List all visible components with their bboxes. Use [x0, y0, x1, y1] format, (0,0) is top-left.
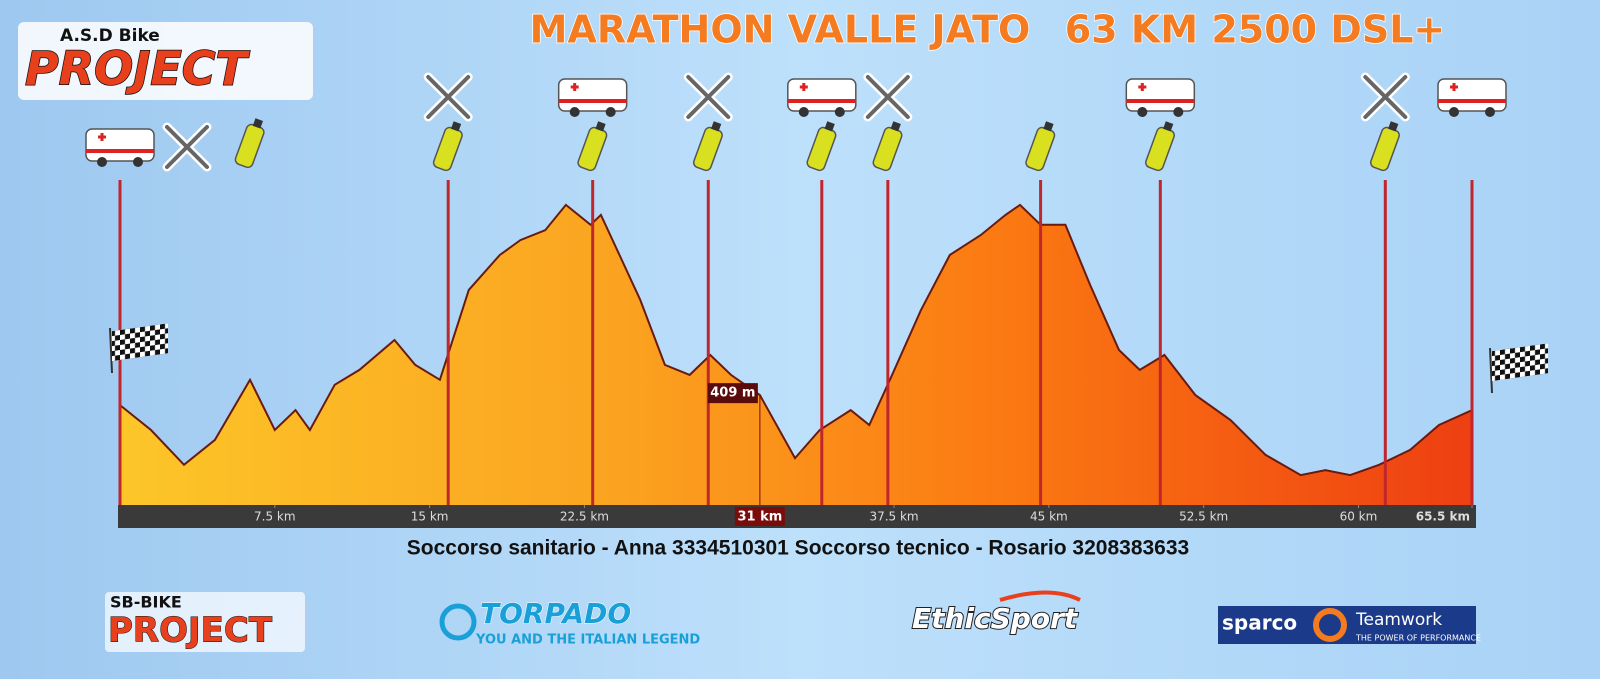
x-axis-strip	[118, 505, 1476, 528]
elevation-line	[119, 203, 1473, 477]
bottle-cap	[252, 118, 263, 129]
service-icon	[1025, 121, 1056, 172]
logo-text: PROJECT	[108, 611, 273, 651]
service-icon	[577, 121, 608, 172]
x-tick-label: 52.5 km	[1179, 510, 1228, 524]
tools	[1363, 75, 1408, 119]
highlight-value-label: 409 m	[710, 386, 755, 401]
service-icon	[557, 78, 628, 117]
logo-sb: SB-BIKE PROJECT	[105, 592, 305, 652]
logo-text: YOU AND THE ITALIAN LEGEND	[475, 633, 700, 648]
flag-pole	[109, 327, 113, 374]
wheel	[834, 107, 845, 117]
wheel	[1173, 107, 1184, 117]
tools	[426, 75, 471, 119]
logo-text: EthicSport	[912, 602, 1079, 635]
logo-ethicsport: EthicSport	[911, 590, 1081, 636]
service-icon	[432, 121, 463, 172]
ambulance-stripe	[1438, 99, 1506, 103]
x-tick-label: 22.5 km	[560, 510, 609, 524]
bottle-cap	[1388, 121, 1399, 132]
x-tick-label: 37.5 km	[869, 510, 918, 524]
tools	[865, 75, 910, 119]
service-icon	[234, 118, 265, 169]
wheel	[1449, 107, 1459, 117]
ambulance-stripe	[86, 149, 154, 153]
flag-pole	[1489, 347, 1493, 394]
logo-asd: A.S.D Bike PROJECT	[18, 22, 313, 100]
wheel	[133, 157, 143, 167]
ambulance-cross	[1450, 83, 1458, 91]
ambulance	[557, 78, 628, 112]
service-icon	[85, 128, 155, 167]
service-icon	[1144, 121, 1175, 172]
service-icon	[863, 72, 913, 122]
wheel	[798, 107, 809, 117]
logo-text: PROJECT	[25, 42, 251, 96]
logo-text: SB-BIKE	[110, 593, 182, 612]
bottle-cap	[711, 121, 722, 132]
ambulance	[1125, 78, 1196, 112]
service-icon	[1360, 72, 1410, 122]
ambulance	[1437, 78, 1507, 112]
ambulance-cross	[799, 83, 808, 91]
tools	[165, 125, 209, 169]
wheel	[97, 157, 107, 167]
service-icon	[683, 72, 733, 122]
x-tick-label: 60 km	[1340, 510, 1378, 524]
elevation-area	[120, 204, 1472, 505]
service-icon	[806, 121, 837, 172]
ambulance	[85, 128, 155, 162]
service-icon	[872, 121, 903, 172]
service-icon	[1369, 121, 1400, 172]
logo-text: Teamwork	[1355, 610, 1442, 630]
service-icon	[1437, 78, 1507, 117]
checkered-flag	[112, 323, 168, 362]
bottle-cap	[1043, 121, 1054, 132]
logo-text: A.S.D Bike	[60, 26, 160, 46]
highlight-value-box	[707, 383, 758, 404]
ambulance-stripe	[558, 99, 627, 103]
ambulance-cross	[98, 133, 106, 141]
x-tick-label: 65.5 km	[1416, 510, 1470, 524]
ambulance-cross	[1138, 83, 1147, 91]
bottle-cap	[824, 121, 835, 132]
logo-sparco: sparco Teamwork THE POWER OF PERFORMANCE	[1218, 606, 1481, 644]
ambulance-stripe	[787, 99, 856, 103]
service-icon	[787, 78, 857, 117]
bottle-cap	[890, 121, 901, 132]
bottle-cap	[1163, 121, 1174, 132]
bottle-cap	[595, 121, 606, 132]
wheel	[1485, 107, 1495, 117]
ambulance	[787, 78, 857, 112]
service-icon	[1125, 78, 1196, 117]
logo-text: TORPADO	[480, 597, 631, 630]
checkered-flag	[1492, 343, 1548, 382]
x-tick-label: 7.5 km	[254, 510, 296, 524]
footer: Soccorso sanitario - Anna 3334510301 Soc…	[407, 537, 1189, 560]
highlight-x-label: 31 km	[737, 510, 782, 525]
ambulance-stripe	[1126, 99, 1195, 103]
chart-title: MARATHON VALLE JATO	[530, 8, 1031, 52]
highlight-x-box	[734, 507, 785, 526]
logo-text: THE POWER OF PERFORMANCE	[1355, 634, 1481, 643]
service-icon	[423, 72, 473, 122]
wheel	[605, 107, 616, 117]
bottle-cap	[450, 121, 462, 132]
logo-torpado: TORPADO YOU AND THE ITALIAN LEGEND	[439, 597, 700, 648]
x-tick-label: 15 km	[411, 510, 449, 524]
service-icon	[692, 121, 723, 172]
chart-subtitle: 63 KM 2500 DSL+	[1065, 8, 1446, 52]
x-tick-label: 45 km	[1030, 510, 1068, 524]
wheel	[569, 107, 580, 117]
service-icon	[162, 122, 212, 172]
tools	[686, 75, 731, 119]
ambulance-cross	[570, 83, 579, 91]
wheel	[1137, 107, 1148, 117]
logo-text: sparco	[1222, 611, 1297, 635]
